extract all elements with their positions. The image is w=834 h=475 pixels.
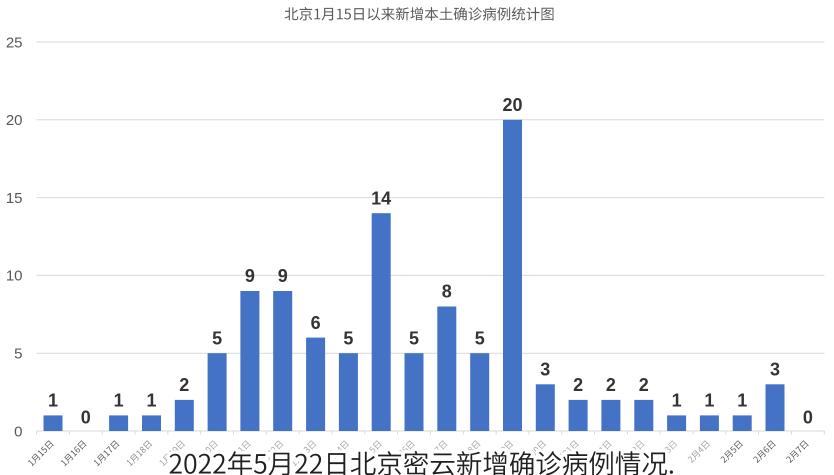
svg-text:1: 1 — [146, 391, 156, 411]
svg-text:5: 5 — [409, 328, 419, 348]
svg-text:0: 0 — [803, 408, 813, 428]
svg-text:20: 20 — [502, 95, 522, 115]
svg-text:2: 2 — [179, 375, 189, 395]
svg-text:10: 10 — [6, 268, 23, 285]
svg-text:0: 0 — [14, 423, 22, 440]
svg-text:8: 8 — [442, 282, 452, 302]
svg-text:3: 3 — [540, 360, 550, 380]
svg-text:25: 25 — [6, 34, 23, 51]
svg-text:6: 6 — [311, 313, 321, 333]
svg-text:1: 1 — [704, 391, 714, 411]
svg-text:1: 1 — [48, 391, 58, 411]
svg-text:5: 5 — [212, 328, 222, 348]
svg-text:9: 9 — [245, 266, 255, 286]
svg-text:5: 5 — [14, 346, 22, 363]
svg-text:20: 20 — [6, 112, 23, 129]
svg-text:3: 3 — [770, 360, 780, 380]
svg-text:5: 5 — [475, 328, 485, 348]
svg-text:5: 5 — [343, 328, 353, 348]
svg-text:15: 15 — [6, 190, 23, 207]
svg-text:1: 1 — [672, 391, 682, 411]
svg-text:1: 1 — [114, 391, 124, 411]
svg-text:2: 2 — [606, 375, 616, 395]
svg-text:9: 9 — [278, 266, 288, 286]
svg-text:2: 2 — [573, 375, 583, 395]
svg-text:1: 1 — [737, 391, 747, 411]
svg-text:0: 0 — [81, 408, 91, 428]
svg-text:14: 14 — [371, 188, 391, 208]
svg-text:2: 2 — [639, 375, 649, 395]
